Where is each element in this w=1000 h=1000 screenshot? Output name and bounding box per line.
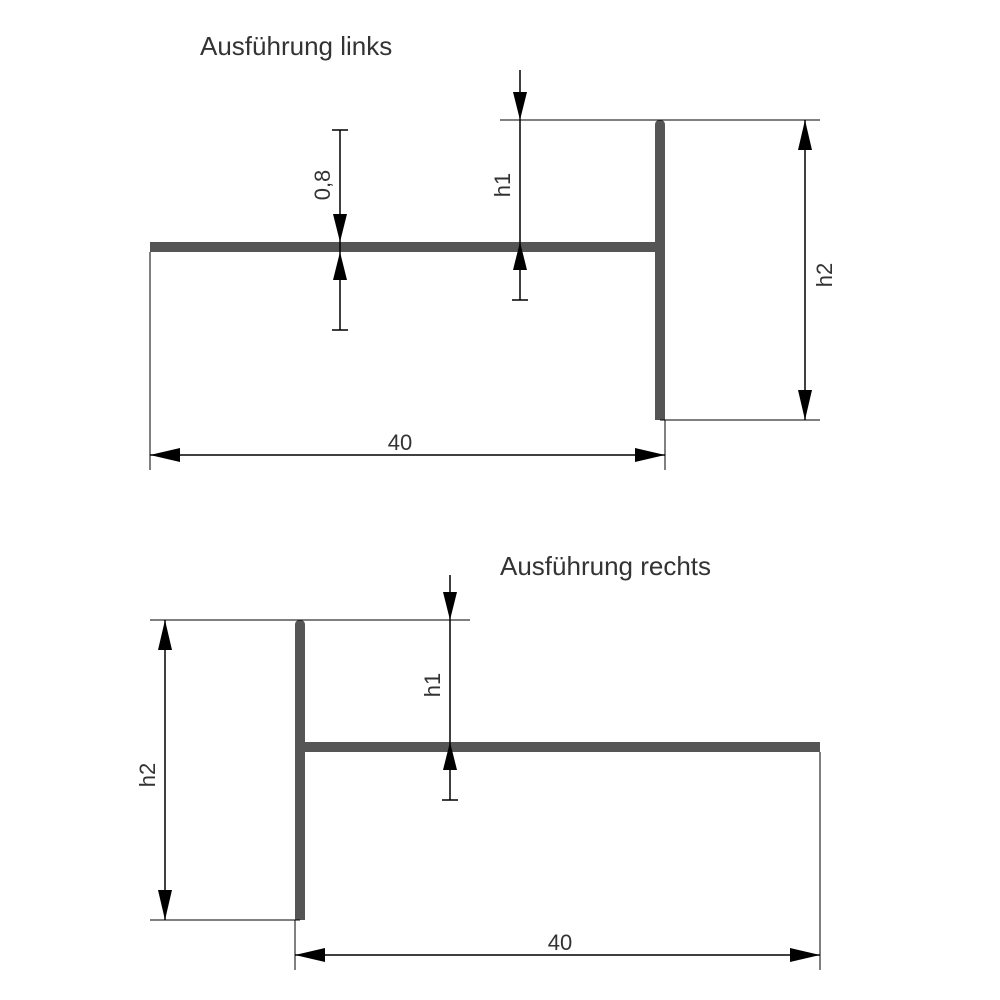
dim-thickness-links: 0,8	[310, 170, 335, 201]
title-rechts: Ausführung rechts	[500, 551, 711, 581]
view-links: Ausführung links 40 0,8	[150, 31, 837, 470]
view-rechts: Ausführung rechts 40 h1 h2	[135, 551, 820, 970]
dim-h1-rechts: h1	[420, 673, 445, 697]
dim-h2-links: h2	[812, 263, 837, 287]
profile-links	[150, 120, 665, 420]
title-links: Ausführung links	[200, 31, 392, 61]
dim-h1-links: h1	[490, 173, 515, 197]
dim-width-links: 40	[388, 430, 412, 455]
technical-drawing: Ausführung links 40 0,8	[0, 0, 1000, 1000]
dim-width-rechts: 40	[548, 930, 572, 955]
profile-rechts	[295, 620, 820, 920]
dim-h2-rechts: h2	[135, 763, 160, 787]
